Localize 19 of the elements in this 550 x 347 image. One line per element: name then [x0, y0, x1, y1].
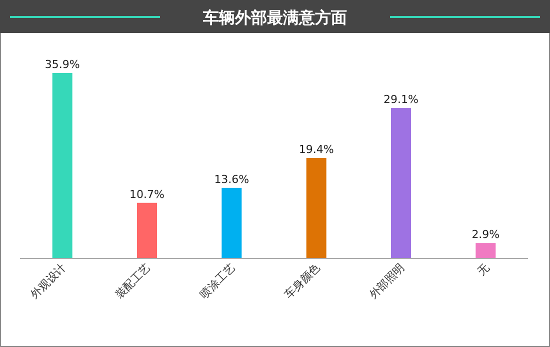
bar — [137, 202, 157, 258]
chart-title: 车辆外部最满意方面 — [202, 8, 347, 27]
bar — [476, 243, 496, 258]
data-label: 29.1% — [384, 93, 418, 106]
bar — [222, 188, 242, 258]
data-label: 35.9% — [44, 58, 80, 71]
data-label: 19.4% — [298, 143, 334, 156]
x-tick-label: 无 — [474, 260, 492, 278]
bar — [52, 73, 72, 258]
data-label: 2.9% — [472, 228, 500, 242]
x-tick-label: 车身颜色 — [282, 260, 322, 302]
data-label: 13.6% — [214, 172, 250, 186]
bar — [306, 158, 326, 258]
data-label: 10.7% — [130, 188, 164, 201]
bar — [391, 108, 411, 258]
x-tick-label: 喷涂工艺 — [197, 260, 238, 302]
x-tick-label: 装配工艺 — [112, 260, 154, 302]
x-tick-label: 外部照明 — [366, 260, 408, 302]
x-tick-label: 外观设计 — [28, 260, 68, 302]
